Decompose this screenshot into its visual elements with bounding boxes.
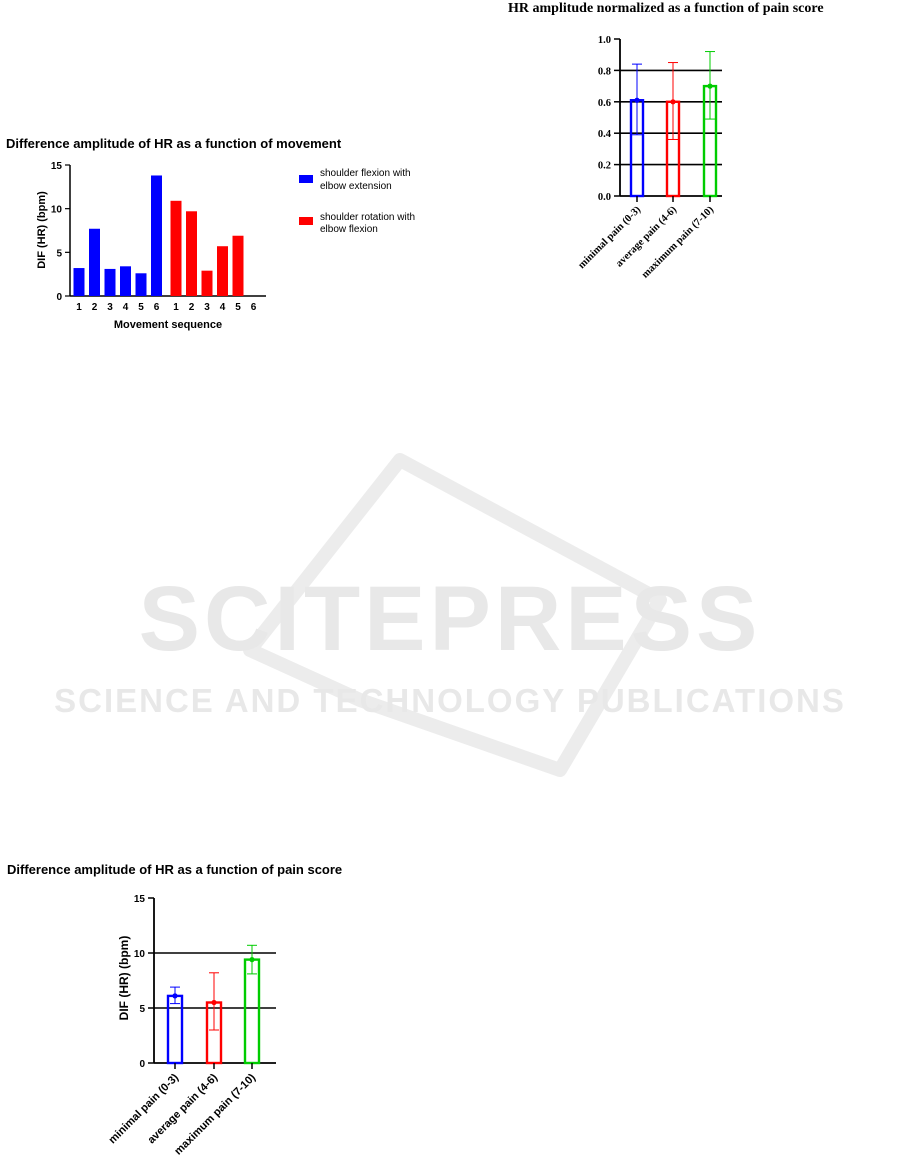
c2-y-tick-label: 0.8 — [598, 66, 611, 77]
watermark-main-text: SCITEPRESS — [139, 568, 762, 670]
chart1-x-tick-label: 2 — [92, 302, 98, 313]
c3-y-tick-label: 5 — [139, 1004, 145, 1015]
c2-y-tick-label: 0.6 — [598, 98, 611, 109]
c3-y-tick-label: 0 — [139, 1059, 145, 1070]
chart1-bar-series-2-1 — [170, 200, 182, 296]
scitepress-watermark: SCITEPRESS SCIENCE AND TECHNOLOGY PUBLIC… — [54, 453, 846, 777]
chart3-gridlines — [154, 952, 276, 1009]
c2-x-tick-label: maximum pain (7-10) — [640, 204, 717, 281]
chart1-x-tick-label: 3 — [204, 302, 210, 313]
c3-x-tick-label: minimal pain (0-3) — [106, 1071, 181, 1146]
chart3-axes — [153, 898, 276, 1064]
chart1-bar-series-1-3 — [104, 268, 116, 296]
c2-y-tick-label: 0.2 — [598, 161, 611, 172]
chart2-ticks: 0.0 0.2 0.4 0.6 0.8 1.0 minimal pain (0-3)aver… — [576, 35, 716, 281]
chart1-bar-series-1-4 — [120, 266, 131, 296]
c3-y-tick-label: 10 — [134, 949, 146, 960]
chart1-x-tick-label: 5 — [235, 302, 241, 313]
chart3-bars — [166, 944, 261, 1065]
watermark-book-shape — [243, 453, 667, 777]
c3-mean-point-2 — [211, 999, 217, 1006]
chart1-bars — [73, 175, 244, 296]
c2-y-tick-label: 0.0 — [598, 192, 611, 203]
chart2-normalized-pain: 0.0 0.2 0.4 0.6 0.8 1.0 minimal pain (0-3)aver… — [576, 35, 722, 281]
chart1-x-tick-label: 6 — [154, 302, 160, 313]
chart2-title: HR amplitude normalized as a function of… — [508, 1, 824, 16]
chart1-x-tick-label: 4 — [220, 302, 226, 313]
c2-mean-point-2 — [670, 99, 676, 105]
chart2-bars — [629, 51, 718, 198]
c2-x-tick-label: minimal pain (0-3) — [576, 204, 643, 271]
c2-y-tick-label: 1.0 — [598, 35, 611, 46]
chart1-x-tick-label: 5 — [138, 302, 144, 313]
chart1-y-tick-label: 5 — [56, 248, 62, 259]
chart1-bar-series-2-5 — [232, 235, 244, 296]
c3-x-tick-label: average pain (4-6) — [145, 1071, 220, 1146]
legend-label-series-2-line2: elbow flexion — [320, 224, 378, 235]
legend-label-series-2-line1: shoulder rotation with — [320, 212, 415, 223]
chart1-y-tick-label: 10 — [51, 205, 63, 216]
chart1-x-tick-label: 1 — [76, 302, 82, 313]
chart1-x-tick-label: 6 — [251, 302, 257, 313]
chart1-bar-series-1-2 — [89, 228, 100, 296]
chart1-bar-series-2-2 — [186, 211, 197, 296]
c2-x-tick-label: average pain (4-6) — [614, 204, 679, 269]
chart1-title: Difference amplitude of HR as a function… — [6, 136, 342, 151]
chart1-y-tick-label: 15 — [51, 161, 63, 172]
c3-mean-point-3 — [249, 957, 255, 963]
chart1-x-tick-label: 1 — [173, 302, 179, 313]
chart1-x-tick-label: 4 — [123, 302, 129, 313]
legend-swatch-series-1 — [299, 175, 313, 183]
chart1-x-tick-label: 2 — [189, 302, 195, 313]
legend-label-series-1-line1: shoulder flexion with — [320, 168, 411, 179]
chart1-x-axis-label: Movement sequence — [114, 319, 222, 331]
c2-mean-point-1 — [634, 97, 640, 103]
chart1-bar-series-2-4 — [217, 246, 228, 296]
c3-y-tick-label: 15 — [134, 894, 146, 905]
chart1-bar-series-1-5 — [135, 273, 147, 296]
legend-swatch-series-2 — [299, 217, 313, 225]
c2-y-tick-label: 0.4 — [598, 129, 612, 140]
c2-mean-point-3 — [707, 83, 713, 89]
chart2-gridlines — [620, 69, 722, 166]
chart1-bar-series-2-3 — [201, 270, 213, 296]
chart3-dif-pain: 0 5 10 15 minimal pain (0-3)average pain (4-… — [106, 894, 276, 1157]
c3-bar-3 — [243, 958, 261, 1065]
chart3-title: Difference amplitude of HR as a function… — [7, 862, 343, 877]
chart1-bar-series-1-1 — [73, 268, 85, 296]
chart1-legend: shoulder flexion with elbow extension sh… — [299, 168, 415, 235]
chart1-y-tick-label: 0 — [56, 292, 62, 303]
chart3-y-axis-label: DIF (HR) (bpm) — [117, 936, 131, 1021]
legend-label-series-1-line2: elbow extension — [320, 181, 392, 192]
chart1-y-axis-label: DIF (HR) (bpm) — [36, 191, 48, 269]
c3-bar-1 — [166, 994, 184, 1065]
watermark-sub-text: SCIENCE AND TECHNOLOGY PUBLICATIONS — [54, 682, 846, 719]
c3-mean-point-1 — [172, 993, 178, 999]
chart1-bar-series-1-6 — [151, 175, 162, 296]
chart1-x-tick-label: 3 — [107, 302, 113, 313]
